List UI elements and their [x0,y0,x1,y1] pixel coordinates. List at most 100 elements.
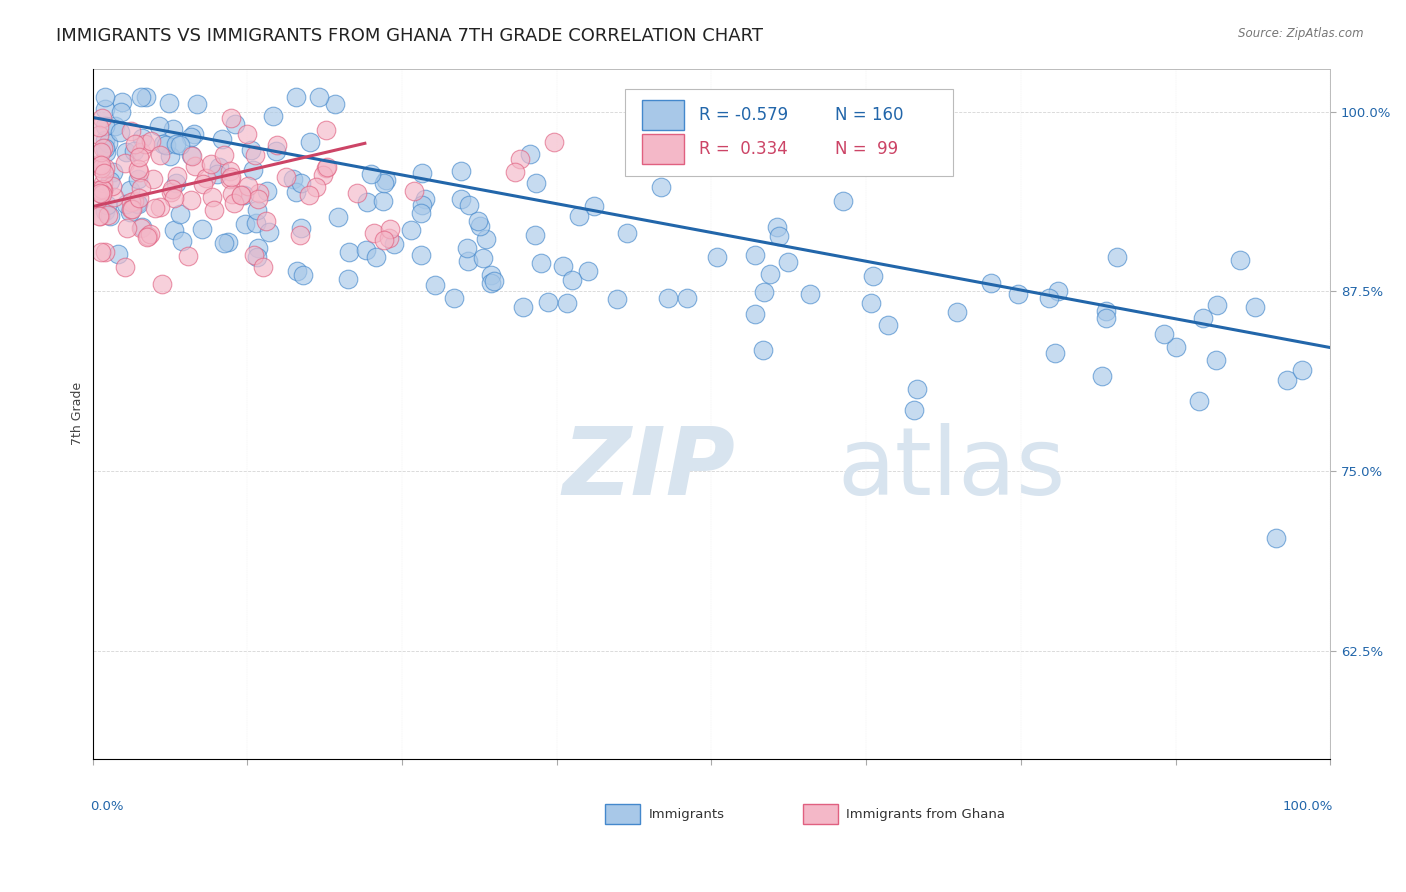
Point [152,136,174,151]
Point [290,220,312,235]
Point [87,156,110,170]
Point [413,193,436,207]
Point [245,216,267,230]
Point [832,194,855,208]
Point [252,260,274,274]
Point [509,152,531,166]
Point [103,165,125,179]
Point [1166,340,1188,354]
Point [409,248,432,262]
Point [482,274,505,288]
Point [337,272,360,286]
Point [201,190,224,204]
Point [266,137,288,152]
Point [120,124,142,138]
Point [262,109,284,123]
Point [776,254,799,268]
Point [1244,300,1267,314]
Point [90,145,112,160]
Point [404,184,426,198]
Point [443,291,465,305]
Point [202,202,225,217]
Point [180,193,202,207]
Point [183,159,205,173]
Point [180,149,202,163]
Point [108,125,131,139]
Point [876,318,898,332]
Point [94,90,117,104]
Point [752,285,775,300]
Point [512,300,534,314]
Point [89,158,111,172]
Point [93,166,115,180]
Point [135,90,157,104]
Point [148,119,170,133]
Point [411,166,433,180]
Point [399,223,422,237]
FancyBboxPatch shape [624,89,953,176]
Point [94,141,117,155]
Point [217,235,239,250]
Point [120,195,142,210]
Point [128,191,150,205]
Point [903,402,925,417]
Point [149,200,172,214]
Point [150,277,173,292]
Point [229,188,252,202]
Point [120,202,142,217]
Point [94,161,117,176]
Point [110,95,132,109]
Point [91,112,114,126]
Point [98,173,121,187]
Point [450,193,472,207]
Point [470,219,492,234]
Point [87,128,110,142]
Point [93,183,115,197]
Point [568,210,591,224]
Point [1205,298,1227,312]
Point [103,190,125,204]
Point [519,147,541,161]
FancyBboxPatch shape [643,100,685,130]
Point [115,196,138,211]
Point [94,119,117,133]
Point [159,185,181,199]
Point [657,291,679,305]
Point [363,226,385,240]
Point [246,202,269,217]
Point [212,147,235,161]
Text: R = -0.579: R = -0.579 [699,106,789,124]
Point [524,176,547,190]
Point [1291,362,1313,376]
Text: ZIP: ZIP [562,423,735,515]
Point [373,233,395,247]
Point [191,178,214,192]
Point [155,137,177,152]
Point [606,292,628,306]
Point [122,144,145,158]
Point [337,244,360,259]
Point [180,148,202,162]
Point [104,119,127,133]
Point [862,269,884,284]
Point [143,201,166,215]
Point [87,191,110,205]
Point [129,220,152,235]
Point [233,218,256,232]
Point [1229,253,1251,268]
Point [576,264,599,278]
Point [945,305,967,319]
Point [124,137,146,152]
Point [980,276,1002,290]
Point [665,149,688,163]
Point [799,287,821,301]
Point [315,161,337,175]
Point [1188,393,1211,408]
Point [759,267,782,281]
Point [411,198,433,212]
Point [89,209,111,223]
Point [284,90,307,104]
Point [256,184,278,198]
Text: IMMIGRANTS VS IMMIGRANTS FROM GHANA 7TH GRADE CORRELATION CHART: IMMIGRANTS VS IMMIGRANTS FROM GHANA 7TH … [56,27,763,45]
Point [246,251,269,265]
